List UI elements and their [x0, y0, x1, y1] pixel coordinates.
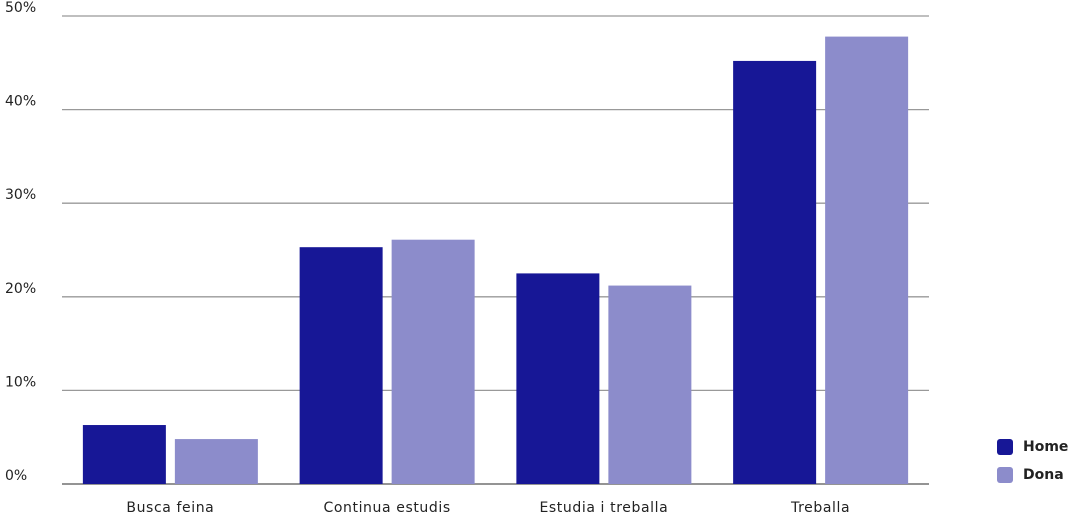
- y-tick-label-0: 0%: [5, 468, 27, 484]
- x-tick-label-0: Busca feina: [126, 500, 214, 516]
- x-tick-label-2: Estudia i treballa: [539, 500, 668, 516]
- legend-label-dona: Dona: [1023, 467, 1064, 483]
- bar-dona-1: [391, 239, 475, 484]
- y-tick-label-10: 10%: [5, 374, 36, 390]
- legend-label-home: Home: [1023, 439, 1069, 455]
- y-tick-label-40: 40%: [5, 94, 36, 110]
- legend: Home Dona: [997, 438, 1068, 494]
- bar-dona-2: [608, 285, 692, 484]
- y-tick-label-30: 30%: [5, 187, 36, 203]
- x-tick-label-1: Continua estudis: [323, 500, 450, 516]
- bar-home-2: [516, 273, 600, 484]
- bar-dona-3: [825, 36, 909, 484]
- bar-home-1: [299, 247, 383, 484]
- legend-item-home: Home: [997, 438, 1068, 456]
- y-tick-label-50: 50%: [5, 0, 36, 16]
- bar-home-3: [733, 60, 817, 484]
- bar-home-0: [82, 425, 166, 484]
- bar-dona-0: [174, 439, 258, 484]
- legend-item-dona: Dona: [997, 466, 1068, 484]
- y-tick-label-20: 20%: [5, 281, 36, 297]
- x-tick-label-3: Treballa: [790, 500, 850, 516]
- legend-swatch-dona: [997, 467, 1013, 483]
- legend-swatch-home: [997, 439, 1013, 455]
